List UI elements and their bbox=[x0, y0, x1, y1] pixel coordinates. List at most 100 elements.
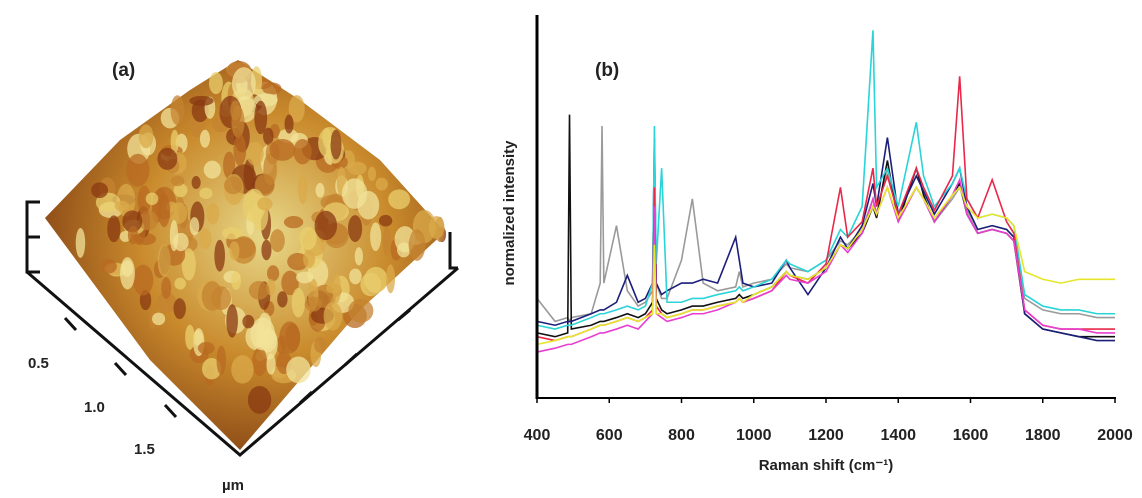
spectrum-line bbox=[536, 185, 1115, 346]
afm-peak bbox=[181, 248, 196, 281]
afm-peak bbox=[354, 247, 364, 266]
afm-peak bbox=[397, 242, 411, 258]
afm-peak bbox=[247, 385, 272, 414]
afm-peak bbox=[126, 153, 150, 187]
afm-peak bbox=[107, 215, 121, 243]
afm-peak bbox=[314, 337, 327, 353]
afm-peak bbox=[156, 292, 177, 314]
afm-peak bbox=[198, 228, 212, 250]
afm-peak bbox=[233, 134, 247, 166]
panel-label: (a) bbox=[112, 60, 135, 81]
afm-peak bbox=[170, 129, 179, 154]
afm-peak bbox=[323, 301, 343, 331]
afm-peak bbox=[114, 200, 129, 212]
axis-tick-label: 1.0 bbox=[84, 399, 105, 416]
afm-peak bbox=[100, 259, 117, 274]
afm-peak bbox=[291, 287, 305, 318]
spectrum-line bbox=[536, 137, 1115, 342]
afm-peak bbox=[161, 276, 172, 299]
afm-peak bbox=[152, 312, 166, 326]
afm-peak bbox=[132, 264, 154, 296]
afm-peak bbox=[349, 268, 362, 285]
afm-peak bbox=[206, 202, 220, 225]
afm-panel: (a) 0.5 1.0 1.5 µm bbox=[25, 60, 459, 494]
afm-peak bbox=[170, 175, 185, 187]
x-tick-label: 1600 bbox=[953, 427, 989, 444]
afm-peak bbox=[266, 353, 276, 375]
x-tick-label: 1800 bbox=[1025, 427, 1061, 444]
afm-peak bbox=[382, 226, 391, 257]
afm-peak bbox=[189, 217, 200, 236]
afm-peak bbox=[197, 341, 215, 355]
afm-peak bbox=[191, 176, 201, 190]
afm-peak bbox=[138, 124, 154, 149]
afm-peak bbox=[222, 227, 243, 240]
afm-peak bbox=[326, 283, 342, 294]
afm-peak bbox=[122, 210, 143, 233]
afm-peak bbox=[254, 100, 268, 135]
afm-peak bbox=[322, 128, 332, 149]
afm-peak bbox=[202, 357, 222, 380]
afm-peak bbox=[293, 138, 312, 165]
afm-peak bbox=[296, 271, 314, 284]
afm-peak bbox=[209, 72, 223, 95]
afm-peak bbox=[229, 241, 240, 261]
afm-peak bbox=[226, 304, 238, 338]
afm-peak bbox=[242, 314, 255, 329]
afm-peak bbox=[137, 185, 151, 215]
afm-peak bbox=[297, 173, 308, 204]
afm-peak bbox=[315, 182, 325, 198]
afm-peak bbox=[230, 100, 241, 121]
afm-peak bbox=[367, 166, 377, 182]
afm-peak bbox=[256, 318, 266, 344]
afm-peak bbox=[360, 272, 382, 297]
afm-peak bbox=[173, 232, 189, 252]
afm-peak bbox=[173, 298, 186, 320]
x-tick-label: 1200 bbox=[808, 427, 844, 444]
afm-peak bbox=[348, 298, 374, 323]
afm-peak bbox=[224, 176, 243, 195]
x-axis-label: Raman shift (cm⁻¹) bbox=[759, 457, 894, 474]
afm-peak bbox=[261, 239, 272, 261]
afm-peak bbox=[120, 257, 135, 290]
afm-peak bbox=[248, 281, 269, 300]
axis-unit: µm bbox=[222, 477, 244, 493]
afm-peak bbox=[347, 215, 363, 242]
afm-peak bbox=[269, 139, 296, 161]
spectrum-line bbox=[536, 126, 1115, 324]
x-tick-label: 600 bbox=[596, 427, 623, 444]
afm-peak bbox=[281, 270, 299, 296]
afm-peak bbox=[138, 210, 158, 231]
afm-peak bbox=[283, 216, 304, 229]
axis-tick-label: 1.5 bbox=[134, 441, 155, 458]
afm-peak bbox=[157, 244, 171, 277]
afm-peak bbox=[173, 183, 188, 198]
spectrum-line bbox=[536, 114, 1115, 338]
afm-peak bbox=[284, 114, 294, 134]
x-tick-label: 2000 bbox=[1097, 427, 1133, 444]
afm-peak bbox=[277, 291, 288, 308]
axis-tick-label: 0.5 bbox=[28, 355, 49, 372]
afm-peak bbox=[378, 214, 393, 227]
afm-peak bbox=[214, 239, 225, 272]
afm-peak bbox=[223, 151, 236, 180]
afm-peak bbox=[246, 141, 264, 166]
afm-peak bbox=[158, 193, 171, 228]
afm-peak bbox=[199, 187, 213, 200]
afm-peak bbox=[145, 192, 159, 206]
afm-peak bbox=[386, 264, 396, 294]
afm-peak bbox=[299, 226, 317, 251]
afm-peak bbox=[286, 356, 311, 384]
afm-peak bbox=[408, 229, 426, 261]
spectrum-line bbox=[536, 177, 1115, 353]
afm-peak bbox=[330, 129, 342, 160]
afm-peak bbox=[288, 95, 305, 123]
afm-peak bbox=[255, 350, 266, 362]
x-tick-label: 1000 bbox=[736, 427, 772, 444]
afm-peak bbox=[91, 182, 109, 199]
y-axis-label: normalized intensity bbox=[501, 140, 518, 286]
afm-peak bbox=[216, 345, 227, 375]
afm-peak bbox=[203, 160, 221, 179]
afm-peak bbox=[185, 324, 195, 350]
